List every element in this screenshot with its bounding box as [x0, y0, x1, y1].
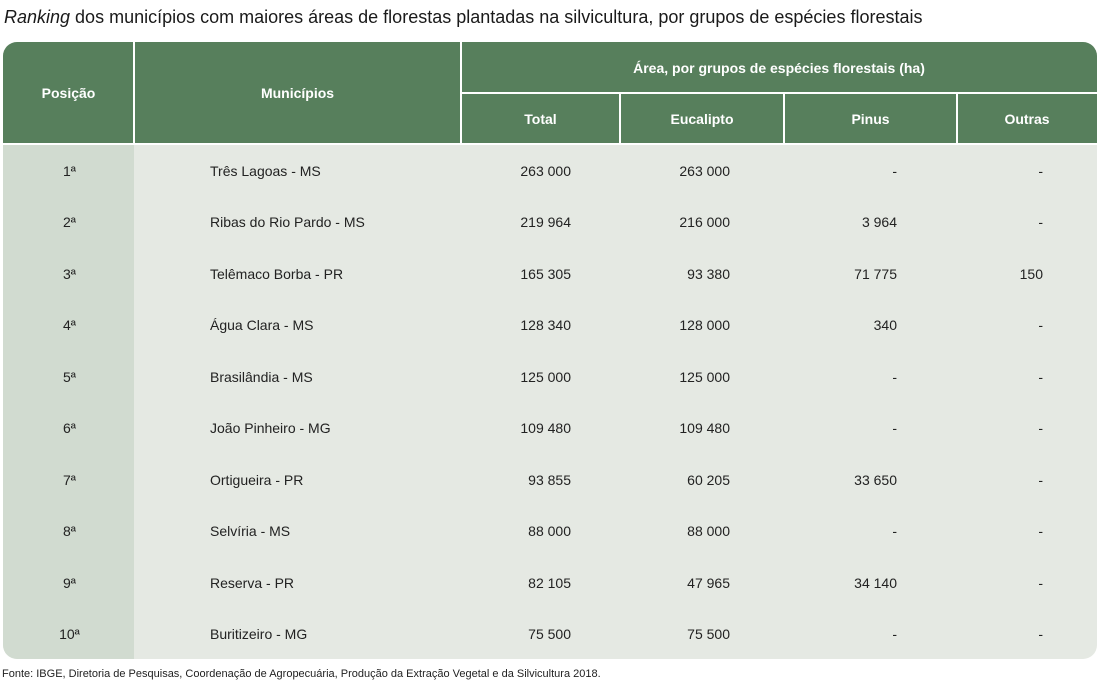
title-rest: dos municípios com maiores áreas de flor…: [70, 7, 923, 27]
cell-outras: -: [1038, 162, 1043, 179]
table-row: 5ª Brasilândia - MS 125 000 125 000 - -: [3, 351, 1097, 403]
cell-municipio: Telêmaco Borba - PR: [210, 265, 344, 282]
cell-posicao: 1ª: [63, 162, 76, 179]
header-pinus: Pinus: [784, 93, 957, 144]
cell-posicao: 8ª: [63, 523, 76, 540]
table-row: 8ª Selvíria - MS 88 000 88 000 - -: [3, 506, 1097, 558]
cell-municipio: Buritizeiro - MG: [210, 626, 308, 643]
cell-municipio: João Pinheiro - MG: [210, 420, 331, 437]
cell-municipio: Brasilândia - MS: [210, 368, 313, 385]
cell-pinus: 34 140: [854, 574, 897, 591]
cell-eucalipto: 109 480: [679, 420, 730, 437]
cell-total: 125 000: [520, 368, 571, 385]
cell-posicao: 2ª: [63, 214, 76, 231]
cell-municipio: Três Lagoas - MS: [210, 162, 321, 179]
cell-total: 109 480: [520, 420, 571, 437]
header-eucalipto: Eucalipto: [620, 93, 784, 144]
header-divider: [133, 42, 135, 144]
cell-pinus: 3 964: [861, 214, 897, 231]
cell-municipio: Selvíria - MS: [210, 523, 291, 540]
cell-pinus: -: [892, 368, 897, 385]
cell-posicao: 4ª: [63, 317, 76, 334]
table-row: 10ª Buritizeiro - MG 75 500 75 500 - -: [3, 609, 1097, 660]
cell-eucalipto: 88 000: [687, 523, 730, 540]
cell-total: 82 105: [528, 574, 571, 591]
cell-eucalipto: 93 380: [687, 265, 730, 282]
table-row: 3ª Telêmaco Borba - PR 165 305 93 380 71…: [3, 248, 1097, 300]
cell-pinus: 71 775: [854, 265, 897, 282]
cell-outras: -: [1038, 317, 1043, 334]
header-total: Total: [461, 93, 620, 144]
cell-eucalipto: 263 000: [679, 162, 730, 179]
cell-outras: -: [1038, 523, 1043, 540]
cell-outras: 150: [1019, 265, 1043, 282]
cell-outras: -: [1038, 471, 1043, 488]
cell-pinus: -: [892, 523, 897, 540]
table-row: 7ª Ortigueira - PR 93 855 60 205 33 650 …: [3, 454, 1097, 506]
header-divider: [3, 143, 1097, 145]
cell-total: 263 000: [520, 162, 571, 179]
cell-outras: -: [1038, 626, 1043, 643]
cell-municipio: Ribas do Rio Pardo - MS: [210, 214, 365, 231]
header-posicao: Posição: [3, 42, 134, 144]
cell-eucalipto: 75 500: [687, 626, 730, 643]
cell-posicao: 6ª: [63, 420, 76, 437]
cell-total: 219 964: [520, 214, 571, 231]
source-note: Fonte: IBGE, Diretoria de Pesquisas, Coo…: [2, 668, 601, 680]
cell-pinus: -: [892, 626, 897, 643]
cell-eucalipto: 60 205: [687, 471, 730, 488]
table-row: 1ª Três Lagoas - MS 263 000 263 000 - -: [3, 145, 1097, 197]
cell-eucalipto: 125 000: [679, 368, 730, 385]
cell-total: 93 855: [528, 471, 571, 488]
ranking-table: Posição Municípios Área, por grupos de e…: [3, 42, 1097, 659]
table-title: Ranking dos municípios com maiores áreas…: [4, 6, 922, 28]
cell-total: 75 500: [528, 626, 571, 643]
cell-total: 88 000: [528, 523, 571, 540]
cell-pinus: -: [892, 162, 897, 179]
cell-total: 165 305: [520, 265, 571, 282]
cell-municipio: Água Clara - MS: [210, 317, 314, 334]
header-divider: [956, 93, 958, 144]
header-municipios: Municípios: [134, 42, 461, 144]
cell-municipio: Reserva - PR: [210, 574, 295, 591]
cell-eucalipto: 216 000: [679, 214, 730, 231]
header-divider: [461, 92, 1097, 94]
cell-pinus: 33 650: [854, 471, 897, 488]
table-row: 9ª Reserva - PR 82 105 47 965 34 140 -: [3, 557, 1097, 609]
table-row: 6ª João Pinheiro - MG 109 480 109 480 - …: [3, 403, 1097, 455]
cell-posicao: 10ª: [59, 626, 80, 643]
cell-outras: -: [1038, 214, 1043, 231]
header-divider: [619, 93, 621, 144]
position-column-background: [3, 144, 134, 659]
cell-outras: -: [1038, 368, 1043, 385]
title-italic: Ranking: [4, 7, 71, 27]
header-area-group: Área, por grupos de espécies florestais …: [461, 42, 1097, 93]
cell-outras: -: [1038, 420, 1043, 437]
cell-posicao: 7ª: [63, 471, 76, 488]
table-row: 4ª Água Clara - MS 128 340 128 000 340 -: [3, 300, 1097, 352]
header-outras: Outras: [957, 93, 1097, 144]
header-divider: [783, 93, 785, 144]
cell-pinus: 340: [873, 317, 897, 334]
cell-eucalipto: 128 000: [679, 317, 730, 334]
cell-posicao: 3ª: [63, 265, 76, 282]
cell-posicao: 9ª: [63, 574, 76, 591]
cell-municipio: Ortigueira - PR: [210, 471, 304, 488]
table-row: 2ª Ribas do Rio Pardo - MS 219 964 216 0…: [3, 197, 1097, 249]
cell-total: 128 340: [520, 317, 571, 334]
cell-posicao: 5ª: [63, 368, 76, 385]
cell-outras: -: [1038, 574, 1043, 591]
cell-pinus: -: [892, 420, 897, 437]
cell-eucalipto: 47 965: [687, 574, 730, 591]
